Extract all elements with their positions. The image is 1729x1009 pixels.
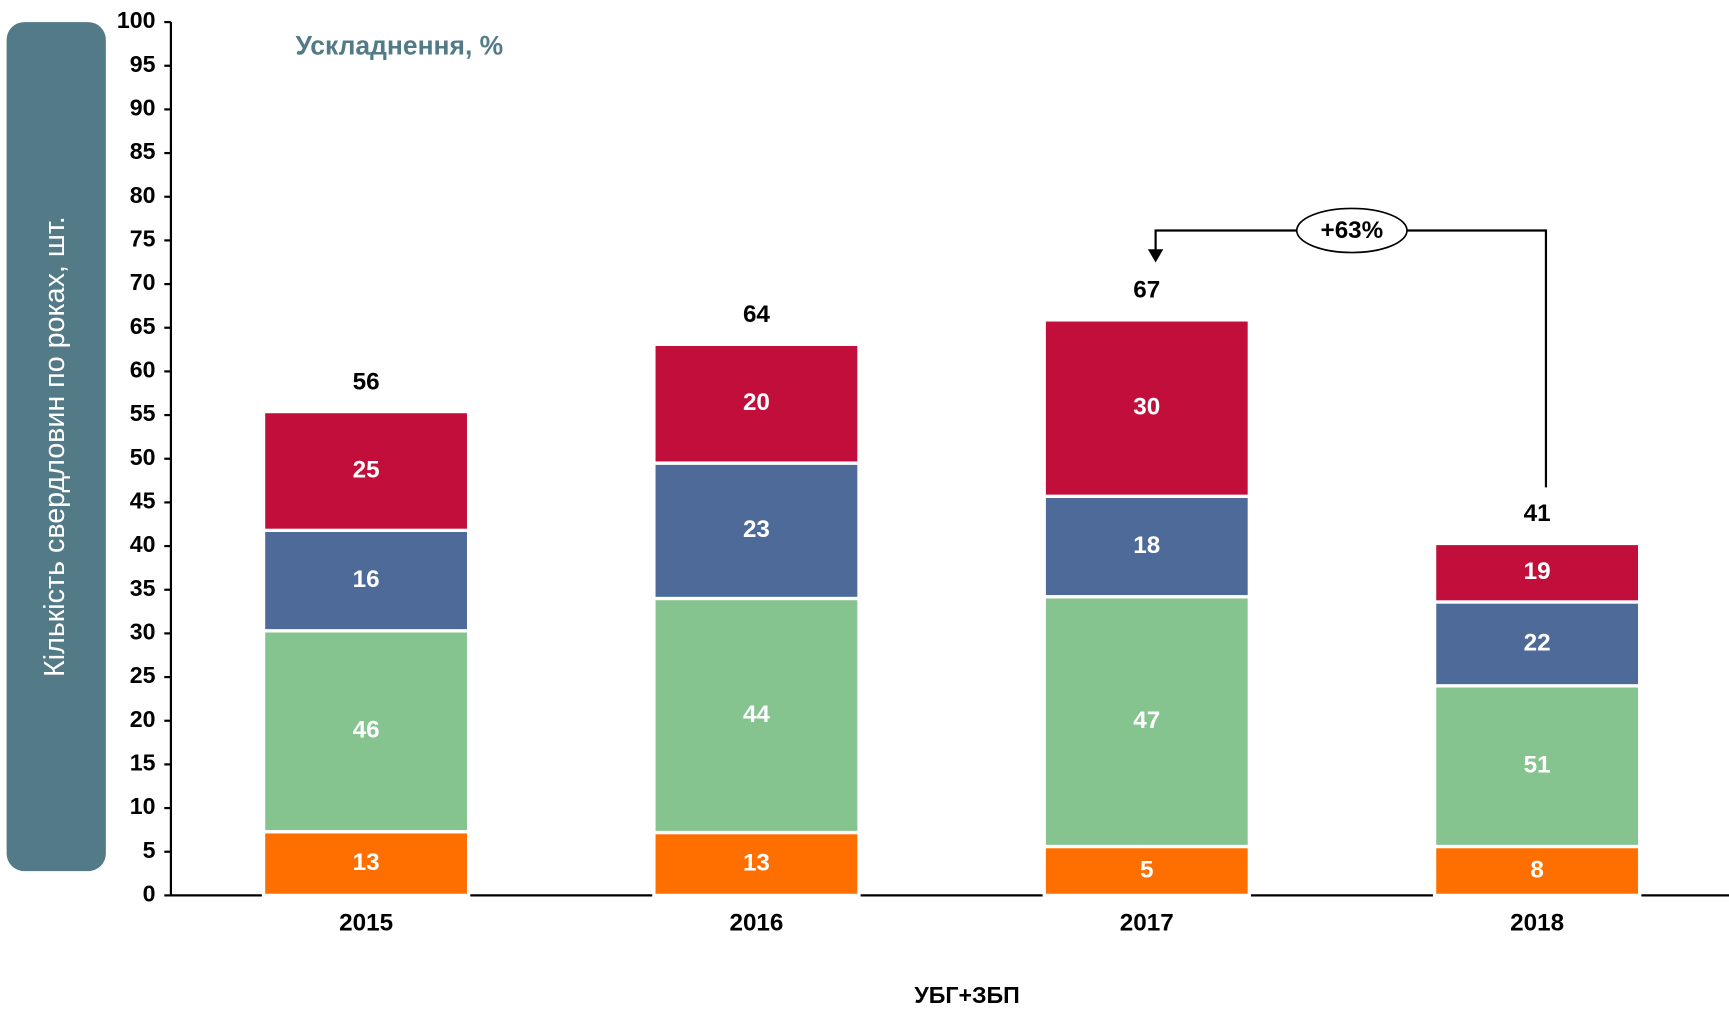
- y-label-box: [6, 22, 106, 872]
- segment-label: 23: [743, 516, 770, 543]
- bar-segment: [261, 629, 471, 834]
- y-tick-label: 20: [130, 706, 156, 732]
- segment-label: 44: [743, 701, 770, 728]
- segment-label: 30: [1133, 393, 1160, 420]
- segment-label: 25: [353, 456, 380, 483]
- segment-label: 8: [1530, 856, 1544, 883]
- segment-label: 13: [743, 849, 770, 876]
- bar-segment: [261, 528, 471, 633]
- y-tick-label: 60: [130, 357, 156, 383]
- bar-segment: [652, 830, 861, 898]
- bar-segment: [1042, 318, 1251, 498]
- y-tick-label: 5: [143, 837, 156, 863]
- bar-segment: [261, 409, 471, 533]
- bar-segment: [1432, 600, 1642, 688]
- y-tick-label: 30: [130, 619, 156, 645]
- y-tick-label: 35: [130, 575, 156, 601]
- y-tick-label: 0: [143, 881, 156, 907]
- bar-segment: [652, 596, 861, 835]
- chart-title: Ускладнення, %: [296, 30, 504, 60]
- x-tick-label: 2018: [1510, 909, 1564, 936]
- bar-segment: [261, 829, 471, 898]
- y-tick-label: 100: [117, 7, 156, 33]
- y-tick-label: 80: [130, 182, 156, 208]
- y-tick-label: 40: [130, 531, 156, 557]
- segment-label: 5: [1140, 856, 1154, 883]
- bar-segment: [1042, 844, 1251, 898]
- arrow-head: [1147, 249, 1164, 263]
- segment-label: 16: [353, 566, 380, 593]
- y-tick-label: 45: [130, 488, 156, 514]
- segment-label: 46: [353, 717, 380, 744]
- y-tick-label: 50: [130, 444, 156, 470]
- total-label: 41: [1524, 500, 1551, 527]
- bar-segment: [1432, 844, 1642, 898]
- segment-label: 51: [1524, 752, 1551, 779]
- total-label: 56: [353, 368, 380, 395]
- y-tick-label: 75: [130, 226, 156, 252]
- bar-segment: [652, 461, 861, 601]
- x-axis-label: УБГ+ЗБП: [914, 982, 1019, 1008]
- bar-segment: [1432, 541, 1642, 604]
- y-tick-label: 55: [130, 400, 156, 426]
- y-tick-label: 15: [130, 750, 156, 776]
- x-tick-label: 2016: [729, 909, 783, 936]
- annotation-oval: [1295, 207, 1408, 254]
- bar-segment: [652, 342, 861, 465]
- segment-label: 20: [743, 389, 770, 416]
- y-axis-label: Кількість свердловин по роках, шт.: [39, 216, 71, 677]
- segment-label: 18: [1133, 532, 1160, 559]
- x-tick-label: 2017: [1120, 909, 1174, 936]
- y-tick-label: 70: [130, 269, 156, 295]
- total-label: 67: [1133, 277, 1160, 304]
- segment-label: 13: [353, 849, 380, 876]
- y-tick-label: 95: [130, 51, 156, 77]
- y-tick-label: 10: [130, 793, 156, 819]
- annotation: +63%: [1321, 217, 1384, 244]
- y-tick-label: 25: [130, 662, 156, 688]
- bar-segment: [1042, 595, 1251, 849]
- segment-label: 19: [1524, 558, 1551, 585]
- y-tick-label: 90: [130, 95, 156, 121]
- total-label: 64: [743, 301, 770, 328]
- segment-label: 47: [1133, 707, 1160, 734]
- x-tick-label: 2015: [339, 909, 393, 936]
- y-tick-label: 65: [130, 313, 156, 339]
- y-tick-label: 85: [130, 138, 156, 164]
- segment-label: 22: [1524, 629, 1551, 656]
- bar-segment: [1042, 494, 1251, 599]
